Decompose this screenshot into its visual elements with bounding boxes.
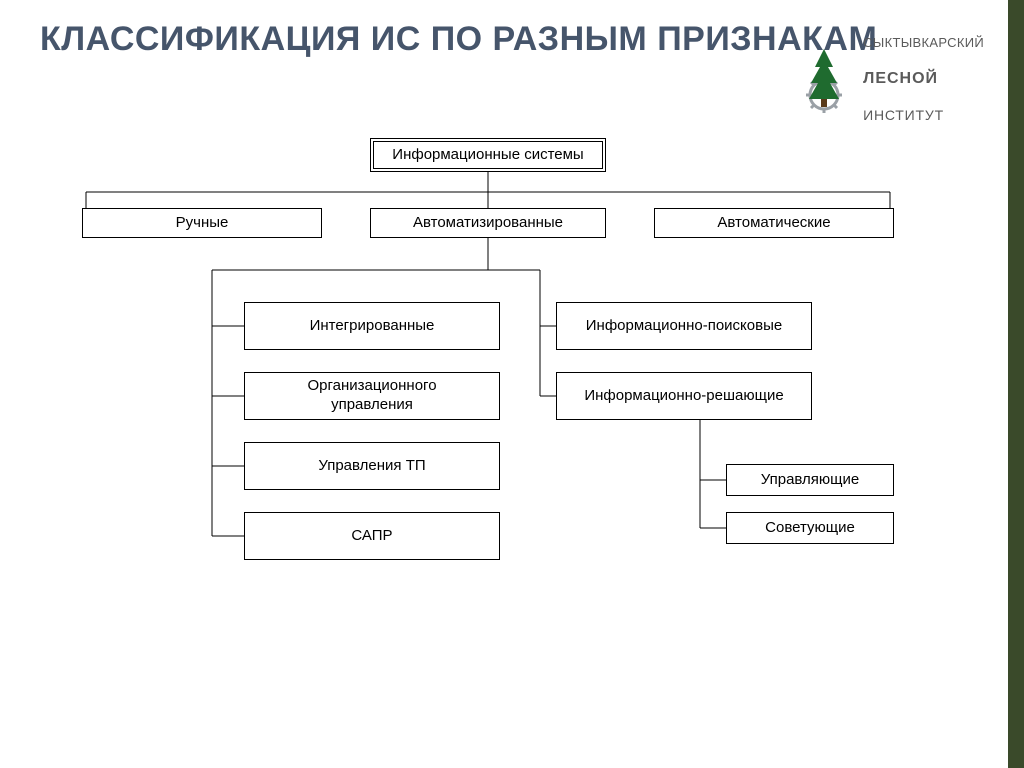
node-solve: Информационно-решающие [556,372,812,420]
diagram-connectors [0,0,1024,768]
node-orgmg: Организационного управления [244,372,500,420]
node-control: Управляющие [726,464,894,496]
node-automatic: Автоматические [654,208,894,238]
node-search: Информационно-поисковые [556,302,812,350]
node-tpmg: Управления ТП [244,442,500,490]
node-advise: Советующие [726,512,894,544]
node-root: Информационные системы [370,138,606,172]
node-integ: Интегрированные [244,302,500,350]
node-sapr: САПР [244,512,500,560]
node-manual: Ручные [82,208,322,238]
classification-diagram: Информационные системы Ручные Автоматизиро… [0,0,1024,768]
node-auto: Автоматизированные [370,208,606,238]
